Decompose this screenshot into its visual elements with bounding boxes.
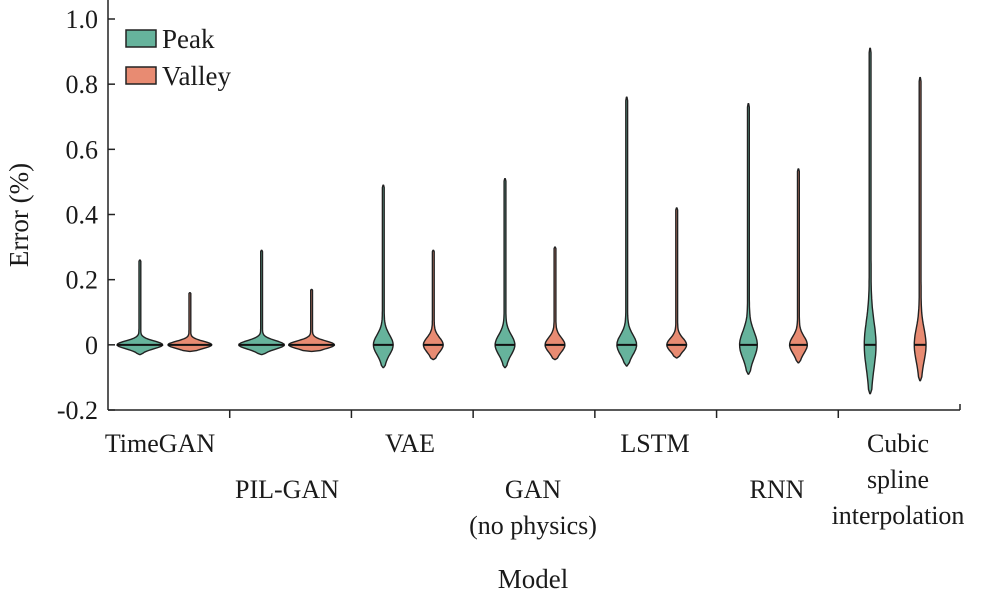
legend: Peak Valley (125, 24, 231, 91)
x-tick-labels: TimeGAN PIL-GAN VAE GAN (no physics) LSTM RNN C… (105, 429, 965, 540)
x-tick-label: TimeGAN (105, 429, 216, 458)
x-tick-label: GAN (505, 475, 562, 504)
violins (116, 47, 927, 395)
violin-valley (422, 249, 444, 361)
violin-valley (288, 288, 336, 353)
violin-valley (788, 168, 808, 364)
legend-swatch-peak (125, 29, 157, 48)
x-tick-label: RNN (750, 475, 805, 504)
axes (107, 0, 961, 418)
violin-peak (738, 102, 758, 375)
violin-peak (863, 47, 877, 395)
y-tick-labels: -0.2 0 0.2 0.4 0.6 0.8 1.0 (57, 5, 98, 425)
y-tick-label: 1.0 (66, 5, 99, 34)
violin-peak (116, 259, 164, 356)
legend-label-valley: Valley (162, 61, 231, 91)
x-tick-label: Cubic (867, 429, 929, 458)
violin-peak (238, 249, 285, 356)
x-axis-title: Model (498, 564, 569, 594)
violin-valley (167, 292, 213, 353)
y-axis-title: Error (%) (4, 163, 34, 267)
legend-label-peak: Peak (162, 24, 215, 54)
violin-valley (666, 207, 688, 359)
violin-peak (372, 184, 394, 369)
violin-valley (913, 76, 927, 382)
violin-peak (616, 96, 638, 367)
y-tick-label: 0.2 (66, 266, 99, 295)
legend-swatch-valley (125, 66, 157, 85)
x-tick-label: LSTM (620, 429, 689, 458)
y-tick-label: 0 (85, 331, 98, 360)
x-tick-label: (no physics) (469, 511, 597, 540)
y-tick-label: 0.8 (66, 70, 99, 99)
x-tick-label: spline (867, 465, 929, 494)
violin-peak (494, 177, 516, 369)
y-tick-label: -0.2 (57, 396, 98, 425)
x-tick-label: PIL-GAN (235, 475, 339, 504)
x-tick-label: interpolation (832, 501, 965, 530)
x-tick-label: VAE (385, 429, 435, 458)
y-tick-label: 0.4 (66, 201, 99, 230)
violin-valley (544, 246, 566, 361)
y-tick-label: 0.6 (66, 135, 99, 164)
